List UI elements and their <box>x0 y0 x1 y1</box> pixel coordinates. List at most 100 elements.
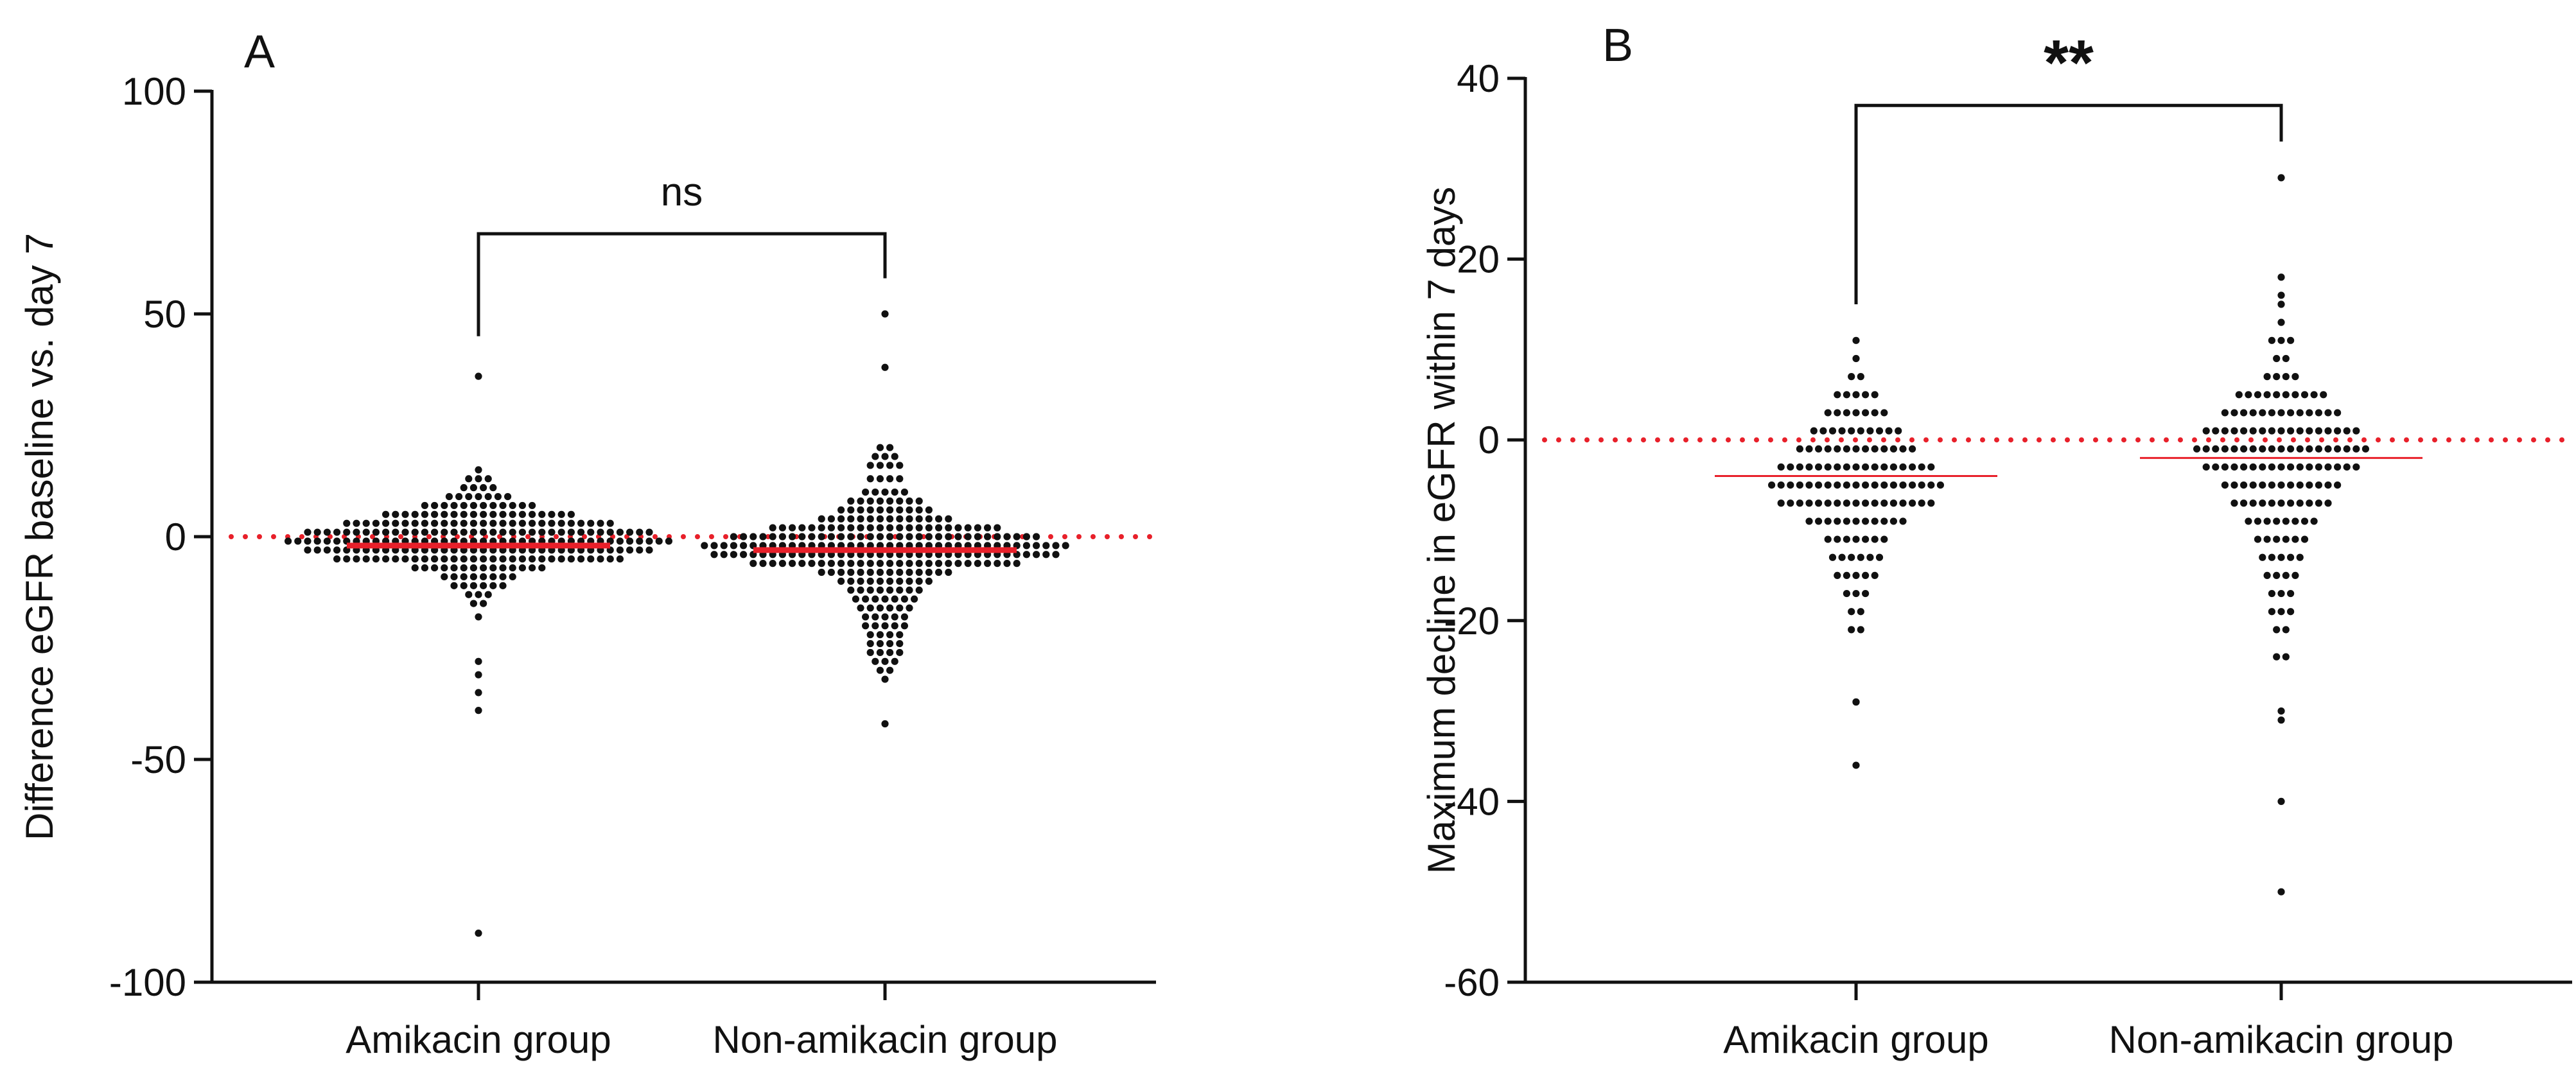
data-point <box>2235 391 2243 399</box>
outlier-point <box>2277 716 2285 724</box>
data-point <box>798 524 806 532</box>
data-point <box>1852 571 1860 580</box>
data-point <box>1852 589 1860 598</box>
data-point <box>900 595 908 603</box>
data-point <box>2240 427 2248 435</box>
data-point <box>954 560 962 567</box>
data-point <box>1805 481 1813 489</box>
data-point <box>460 528 468 536</box>
data-point <box>2291 535 2299 543</box>
data-point <box>1796 481 1803 489</box>
data-point <box>1909 445 1916 453</box>
data-point <box>1918 481 1925 489</box>
data-point <box>872 489 879 496</box>
data-point <box>2334 463 2342 471</box>
data-point <box>509 528 516 536</box>
data-point <box>557 510 565 518</box>
data-point <box>518 555 527 563</box>
data-point <box>2230 445 2238 453</box>
data-point <box>964 524 972 532</box>
data-point <box>313 546 321 554</box>
data-point <box>789 560 796 567</box>
data-point <box>2324 463 2332 471</box>
data-point <box>2240 409 2248 417</box>
data-point <box>1834 571 1841 580</box>
data-point <box>740 533 748 541</box>
data-point <box>872 613 879 621</box>
data-point <box>886 506 894 514</box>
data-point <box>876 568 884 576</box>
data-point <box>2315 463 2322 471</box>
data-point <box>2249 409 2257 417</box>
data-point <box>636 546 644 554</box>
data-point <box>1824 517 1832 525</box>
data-point <box>1768 481 1776 489</box>
data-point <box>1843 445 1850 453</box>
data-point <box>2221 463 2229 471</box>
data-point <box>2259 499 2266 507</box>
data-point <box>2221 445 2229 453</box>
data-point <box>465 591 473 598</box>
data-point <box>847 577 855 585</box>
data-point <box>2240 481 2248 489</box>
data-point <box>2240 499 2248 507</box>
data-point <box>1871 571 1879 580</box>
data-point <box>489 564 497 572</box>
data-point <box>720 551 728 559</box>
data-point <box>480 519 487 527</box>
data-point <box>2259 463 2266 471</box>
data-point <box>2296 427 2304 435</box>
data-point <box>2259 553 2266 561</box>
data-point <box>1880 409 1888 417</box>
data-point <box>1852 481 1860 489</box>
data-point <box>1815 517 1823 525</box>
data-point <box>1838 427 1846 435</box>
data-point <box>886 533 894 541</box>
data-point <box>2287 336 2295 344</box>
data-point <box>837 568 845 576</box>
significance-bracket <box>477 232 887 336</box>
data-point <box>2277 336 2285 344</box>
data-point <box>837 506 845 514</box>
data-point <box>484 475 492 483</box>
data-point <box>587 519 595 527</box>
data-point <box>333 528 341 536</box>
data-point <box>2287 499 2295 507</box>
data-point <box>881 489 889 496</box>
data-point <box>798 533 806 541</box>
data-point <box>460 573 468 581</box>
data-point <box>866 462 874 469</box>
data-point <box>2306 445 2313 453</box>
data-point <box>2334 481 2342 489</box>
data-point <box>489 484 497 492</box>
data-point <box>445 492 453 501</box>
data-point <box>857 497 864 505</box>
data-point <box>2353 445 2360 453</box>
data-point <box>323 546 331 554</box>
data-point <box>1834 445 1841 453</box>
data-point <box>2287 463 2295 471</box>
data-point <box>421 510 429 518</box>
data-point <box>2230 409 2238 417</box>
outlier-point <box>2277 300 2285 308</box>
data-point <box>509 555 516 563</box>
data-point <box>915 560 923 567</box>
data-point <box>475 613 482 621</box>
data-point <box>857 577 864 585</box>
y-tick-label: 40 <box>1457 57 1500 100</box>
data-point <box>2268 589 2275 598</box>
data-point <box>567 510 575 518</box>
data-point <box>304 537 311 545</box>
data-point <box>480 573 487 581</box>
outlier-point <box>475 372 482 380</box>
data-point <box>538 510 546 518</box>
data-point <box>925 524 933 532</box>
data-point <box>1834 499 1841 507</box>
data-point <box>906 533 913 541</box>
data-point <box>866 648 874 657</box>
data-point <box>906 515 913 523</box>
data-point <box>847 586 855 594</box>
data-point <box>1862 481 1870 489</box>
data-point <box>548 510 556 518</box>
data-point <box>372 519 380 527</box>
